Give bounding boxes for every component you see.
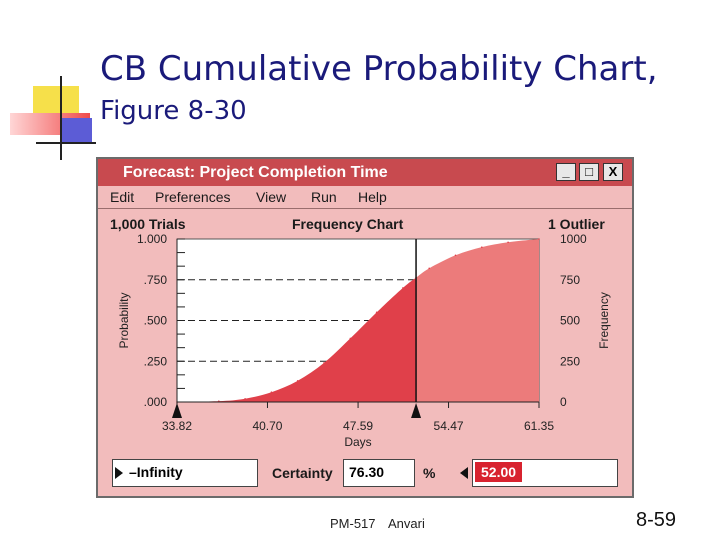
right-grabber-field[interactable]: 52.00: [472, 459, 618, 487]
data-point: [270, 391, 273, 394]
data-point: [244, 397, 246, 400]
minimize-button[interactable]: _: [556, 163, 576, 181]
y-right-tick-label: 750: [560, 273, 580, 287]
x-tick-label: 54.47: [434, 419, 464, 433]
forecast-window: Forecast: Project Completion Time _ □ X …: [96, 157, 634, 498]
menu-preferences[interactable]: Preferences: [155, 189, 231, 205]
trials-count: 1,000 Trials: [110, 216, 186, 232]
y-right-tick-label: 1000: [560, 232, 587, 246]
y-left-tick-label: .000: [144, 395, 168, 409]
data-point: [349, 337, 352, 340]
right-grabber-triangle: [411, 403, 422, 418]
slide-title-line2: Figure 8-30: [100, 96, 247, 126]
y-right-tick-label: 250: [560, 354, 580, 368]
footer-author: Anvari: [388, 516, 425, 531]
data-point: [507, 241, 509, 244]
decor-horizontal-line: [36, 142, 96, 144]
data-point: [481, 246, 483, 248]
menu-help[interactable]: Help: [358, 189, 387, 205]
y-left-tick-label: .750: [144, 273, 168, 287]
data-point: [428, 267, 431, 270]
y-right-tick-label: 500: [560, 314, 580, 328]
decor-blue-square: [60, 118, 92, 142]
left-grabber-field[interactable]: –Infinity: [112, 459, 258, 487]
cumulative-chart: 1.000 .750 .500 .250 .000 1000 750 500 250 0 33.82…: [117, 232, 611, 449]
menu-bar: Edit Preferences View Run Help: [98, 186, 632, 209]
right-grabber-value: 52.00: [475, 462, 523, 482]
menu-run[interactable]: Run: [311, 189, 337, 205]
data-point: [375, 311, 378, 314]
cumulative-area-outside: [416, 239, 539, 402]
chart-type-label: Frequency Chart: [292, 216, 404, 232]
data-point: [402, 287, 404, 289]
data-point: [323, 362, 325, 364]
y-left-axis-label: Probability: [117, 292, 131, 348]
percent-label: %: [423, 465, 436, 481]
window-titlebar[interactable]: Forecast: Project Completion Time _ □ X: [98, 159, 632, 186]
data-point: [454, 254, 457, 257]
slide-title: CB Cumulative Probability Chart, Figure …: [100, 52, 710, 124]
x-tick-label: 33.82: [162, 419, 192, 433]
y-left-tick-label: .250: [144, 354, 168, 368]
left-grabber-triangle: [172, 403, 182, 418]
certainty-value: 76.30: [349, 464, 385, 480]
cumulative-area-certain: [177, 277, 417, 402]
x-tick-label: 40.70: [252, 419, 282, 433]
certainty-controls: –Infinity Certainty 76.30 % 52.00: [98, 457, 632, 491]
y-left-tick-label: 1.000: [137, 232, 167, 246]
certainty-label: Certainty: [272, 465, 333, 481]
certainty-input[interactable]: 76.30: [343, 459, 415, 487]
y-right-axis-label: Frequency: [597, 292, 611, 349]
maximize-button[interactable]: □: [579, 163, 599, 181]
outlier-count: 1 Outlier: [548, 216, 605, 232]
x-axis-label: Days: [344, 435, 371, 449]
data-point: [296, 380, 299, 382]
right-arrow-icon[interactable]: [460, 467, 468, 479]
menu-edit[interactable]: Edit: [110, 189, 135, 205]
data-point: [538, 238, 540, 240]
slide-title-line1: CB Cumulative Probability Chart,: [100, 49, 658, 89]
y-right-tick-label: 0: [560, 395, 567, 409]
window-title: Forecast: Project Completion Time: [123, 164, 388, 181]
decor-vertical-line: [60, 76, 62, 160]
y-left-tick-label: .500: [144, 314, 168, 328]
close-button[interactable]: X: [603, 163, 623, 181]
footer-course: PM-517: [330, 516, 376, 531]
left-grabber-value: –Infinity: [129, 464, 183, 480]
menu-view[interactable]: View: [256, 189, 287, 205]
x-tick-label: 47.59: [343, 419, 373, 433]
page-number: 8-59: [636, 509, 677, 531]
x-tick-label: 61.35: [524, 419, 554, 433]
left-arrow-icon: [115, 467, 123, 479]
